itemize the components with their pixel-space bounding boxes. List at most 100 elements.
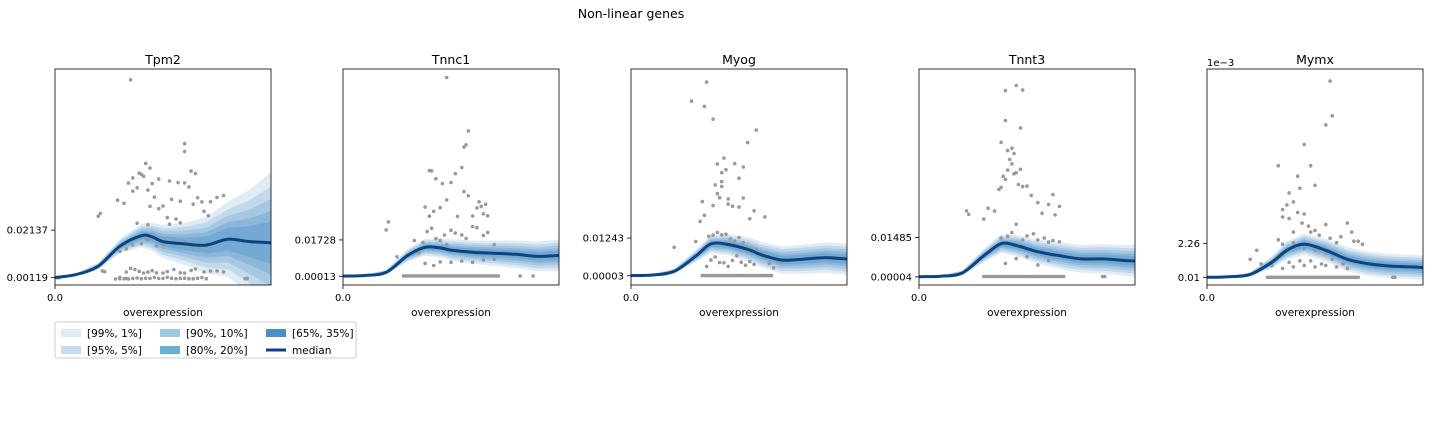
data-point — [1010, 162, 1014, 166]
quantile-band-2 — [55, 186, 271, 285]
data-point — [1061, 274, 1066, 279]
x-axis-label: overexpression — [411, 307, 491, 319]
data-point — [719, 170, 724, 175]
data-point — [1031, 232, 1036, 236]
data-point — [1036, 263, 1040, 267]
data-point — [98, 211, 103, 216]
data-point — [460, 233, 464, 237]
data-point — [481, 212, 486, 216]
data-point — [483, 202, 488, 207]
data-point — [161, 271, 165, 275]
data-point — [156, 177, 161, 181]
data-point — [702, 213, 707, 218]
x-axis-label: overexpression — [123, 307, 203, 319]
data-point — [1046, 240, 1051, 244]
data-point — [1393, 275, 1397, 280]
x-tick-label: 0.0 — [911, 293, 927, 304]
data-point — [124, 270, 129, 274]
data-point — [174, 217, 178, 221]
data-point — [1302, 246, 1306, 251]
data-point — [732, 239, 737, 243]
data-point — [139, 241, 144, 246]
legend-swatch — [61, 329, 81, 337]
data-point — [412, 238, 417, 243]
legend-swatch — [61, 346, 81, 354]
legend-swatch — [266, 329, 286, 337]
data-point — [150, 268, 154, 273]
data-point — [1020, 184, 1025, 189]
data-point — [1313, 248, 1317, 253]
data-point — [449, 260, 453, 265]
data-point — [1291, 230, 1296, 234]
data-point — [999, 185, 1003, 190]
data-point — [724, 232, 728, 236]
data-point — [154, 244, 159, 248]
data-point — [1324, 222, 1328, 227]
data-point — [124, 247, 129, 251]
data-point — [982, 217, 986, 221]
data-point — [444, 243, 449, 247]
data-point — [167, 179, 172, 183]
data-point — [1330, 114, 1335, 118]
data-point — [745, 140, 750, 145]
data-point — [1042, 236, 1047, 240]
data-point — [135, 186, 139, 190]
data-point — [707, 234, 711, 239]
axes-frame — [1206, 68, 1424, 286]
data-point — [754, 247, 759, 252]
data-point — [189, 169, 193, 173]
y-tick-label: 2.26 — [1178, 239, 1200, 250]
plot-area — [1207, 79, 1423, 280]
data-point — [102, 269, 107, 274]
data-point — [1306, 224, 1311, 228]
data-point — [462, 145, 466, 149]
data-point — [763, 215, 767, 219]
legend-label: [95%, 5%] — [87, 345, 142, 357]
data-point — [1291, 265, 1296, 269]
data-point — [1313, 183, 1317, 188]
data-point — [167, 222, 172, 226]
data-point — [444, 75, 449, 80]
quantile-band-4 — [343, 243, 559, 277]
data-point — [245, 276, 249, 281]
data-point — [713, 255, 717, 259]
data-point — [1285, 203, 1289, 207]
y-tick-label: 0.00003 — [583, 271, 624, 282]
data-point — [1020, 238, 1025, 242]
data-point — [169, 276, 174, 281]
data-point — [204, 276, 208, 281]
quantile-band-2 — [1207, 235, 1423, 278]
data-point — [715, 162, 720, 166]
data-point — [427, 168, 432, 173]
panel-title: Myog — [722, 52, 756, 67]
data-point — [438, 205, 443, 210]
data-point — [999, 140, 1003, 145]
data-point — [161, 204, 165, 208]
axes-frame — [918, 68, 1136, 286]
median-line — [919, 241, 1135, 279]
data-point — [146, 237, 150, 242]
data-point — [1025, 184, 1029, 188]
data-point — [992, 209, 997, 213]
legend-swatch — [160, 329, 180, 337]
data-point — [748, 216, 752, 221]
x-axis-label: overexpression — [987, 307, 1067, 319]
panel-tnnt3: Tnnt3 0.00004 0.01485 0.0 overexpression — [871, 52, 1136, 319]
data-point — [964, 209, 969, 213]
data-point — [722, 261, 726, 265]
y-tick-label: 0.01485 — [871, 233, 912, 244]
data-point — [715, 230, 720, 235]
data-point — [1248, 257, 1252, 262]
data-point — [1280, 266, 1285, 271]
data-point — [148, 276, 152, 281]
data-point — [1280, 242, 1285, 246]
data-point — [1356, 239, 1360, 243]
data-point — [208, 199, 213, 204]
data-point — [726, 202, 730, 206]
data-point — [1308, 163, 1313, 168]
legend-label: [99%, 1%] — [87, 328, 142, 340]
data-point — [182, 271, 187, 275]
figure-title: Non-linear genes — [578, 6, 685, 21]
data-point — [1291, 240, 1296, 245]
